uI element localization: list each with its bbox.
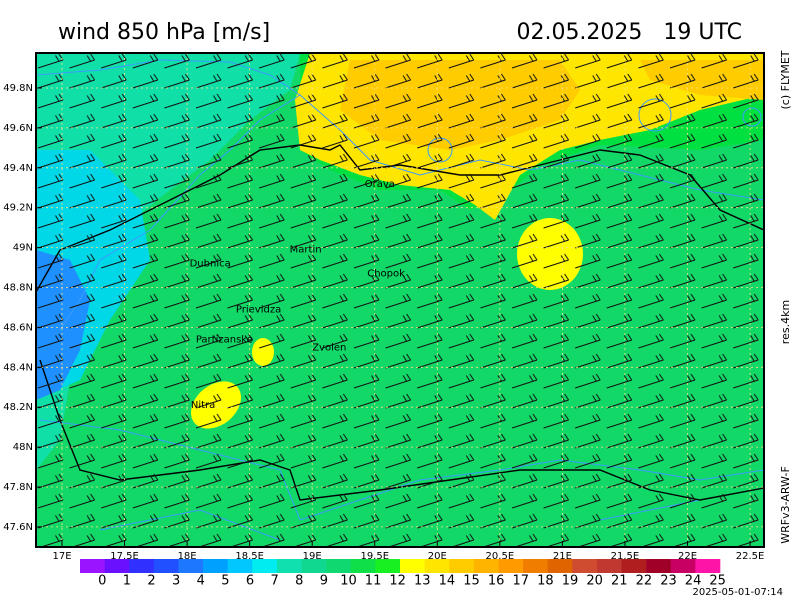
lon-tick-label: 21E [553,551,572,562]
title: wind 850 hPa [m/s] [58,20,270,45]
colorbar-box [326,559,352,573]
colorbar-box [621,559,647,573]
colorbar-label: 23 [660,574,677,589]
city-label: Partizanske [196,334,253,345]
colorbar-label: 25 [709,574,726,589]
colorbar-box [129,559,155,573]
lat-tick-label: 47.6N [3,522,33,533]
colorbar-label: 11 [365,574,382,589]
city-label: Nitra [191,400,215,411]
lon-tick-label: 17.5E [110,551,139,562]
colorbar-box [153,559,179,573]
map-frame [35,52,765,548]
colorbar-box [227,559,253,573]
colorbar-label: 5 [221,574,229,589]
axes: 49.8N 49.6N 49.4N 49.2N 49N 48.8N 48.6N 48.4N 48… [3,83,764,562]
colorbar-box [104,559,130,573]
copyright: (c) FLYMET [779,50,792,109]
lon-tick-label: 17E [52,551,71,562]
colorbar-label: 14 [439,574,456,589]
colorbar-box [498,559,524,573]
lon-tick-label: 22E [678,551,697,562]
colorbar-label: 12 [389,574,406,589]
colorbar-label: 24 [685,574,702,589]
lat-tick-label: 49.4N [3,163,33,174]
lat-tick-label: 48.8N [3,283,33,294]
colorbar-label: 18 [537,574,554,589]
colorbar-label: 16 [488,574,505,589]
colorbar-label: 7 [270,574,278,589]
lon-tick-label: 20E [428,551,447,562]
model: WRFv3-ARW-F [779,466,792,544]
city-label: Zvolen [312,342,346,353]
colorbar-box [252,559,278,573]
lon-tick-label: 21.5E [611,551,640,562]
colorbar-box [80,559,105,573]
colorbar-label: 9 [320,574,328,589]
colorbar-label: 17 [512,574,529,589]
colorbar-box [276,559,302,573]
colorbar-label: 10 [340,574,357,589]
colorbar-box [523,559,548,573]
colorbar-label: 19 [562,574,579,589]
lat-tick-label: 48.6N [3,322,33,333]
lat-tick-label: 48.4N [3,362,33,373]
lon-tick-label: 19E [303,551,322,562]
colorbar-box [375,559,401,573]
colorbar-label: 20 [586,574,603,589]
colorbar-label: 15 [463,574,480,589]
colorbar-box [449,559,475,573]
colorbar-box [203,559,228,573]
lon-tick-label: 18.5E [235,551,264,562]
lat-tick-label: 49.2N [3,203,33,214]
date: 02.05.2025 19 UTC [516,20,742,45]
colorbar-label: 8 [295,574,303,589]
colorbar-label: 2 [147,574,155,589]
lat-tick-label: 48N [13,442,33,453]
wind-barbs [36,53,764,547]
city-label: Martin [290,245,322,256]
colorbar-label: 6 [246,574,254,589]
graticule [36,53,764,547]
colorbar-label: 3 [172,574,180,589]
colorbar-box [695,559,721,573]
lon-tick-label: 18E [178,551,197,562]
colorbar-label: 13 [414,574,431,589]
lon-tick-label: 19.5E [360,551,389,562]
lat-tick-label: 49.8N [3,83,33,94]
colorbar-box [301,559,327,573]
lat-tick-label: 47.8N [3,482,33,493]
map-field [36,53,764,547]
colorbar-box [646,559,672,573]
cities: Orava Martin Dubnica Chopok Prievidza Partiza… [190,179,406,411]
colorbar: 0 1 2 3 4 5 6 7 8 9 10 11 12 13 14 15 16 17 18 19 20 21 22 23 24… [80,559,726,589]
colorbar-box [473,559,499,573]
colorbar-box [350,559,376,573]
colorbar-label: 4 [197,574,205,589]
resolution: res.4km [779,300,792,344]
colorbar-label: 21 [611,574,628,589]
lat-tick-label: 48.2N [3,402,33,413]
colorbar-box [547,559,573,573]
colorbar-box [572,559,598,573]
city-label: Chopok [367,269,405,280]
footer: 2025-05-01-07:14 [692,587,783,598]
city-label: Orava [365,179,395,190]
colorbar-box [400,559,425,573]
colorbar-box [670,559,696,573]
lon-tick-label: 22.5E [736,551,765,562]
city-label: Dubnica [190,259,231,270]
colorbar-label: 22 [636,574,653,589]
colorbar-box [596,559,622,573]
colorbar-box [424,559,450,573]
colorbar-label: 1 [123,574,131,589]
lat-tick-label: 49N [13,243,33,254]
city-label: Prievidza [236,304,281,315]
lat-tick-label: 49.6N [3,123,33,134]
colorbar-label: 0 [98,574,106,589]
colorbar-box [178,559,204,573]
lon-tick-label: 20.5E [486,551,515,562]
